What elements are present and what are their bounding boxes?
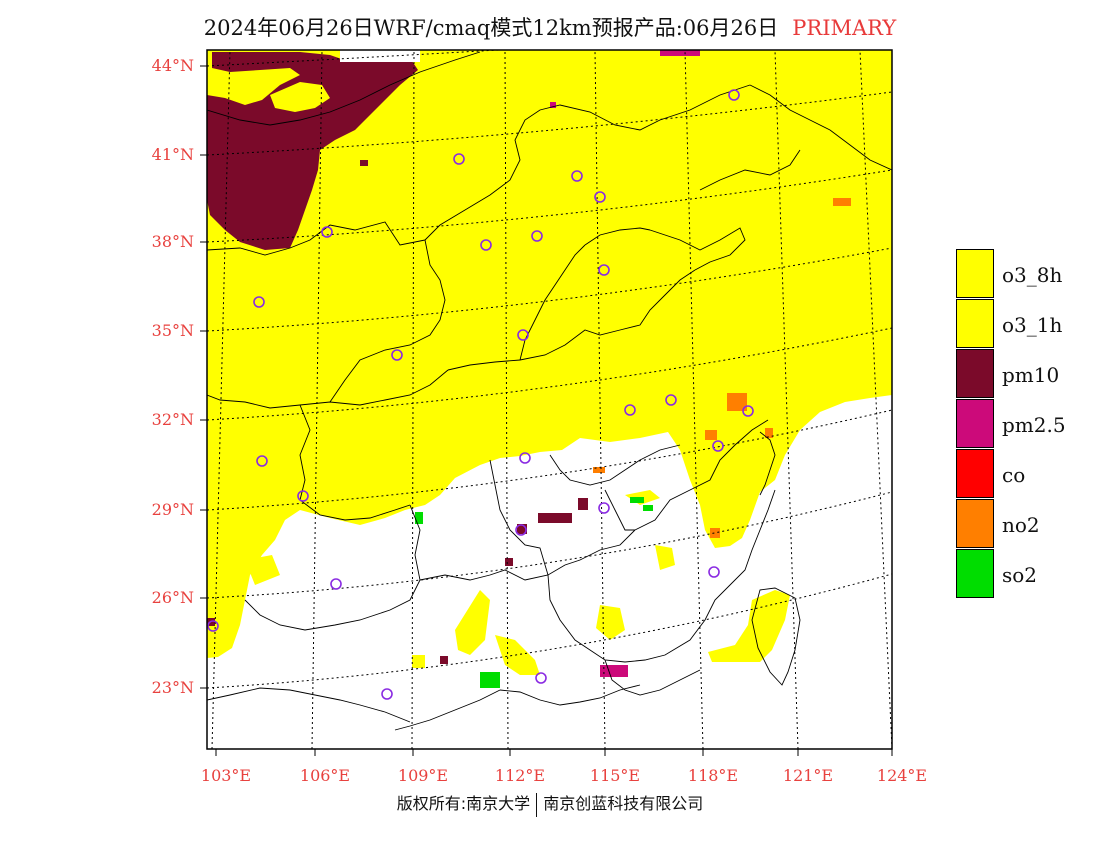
station-marker xyxy=(728,89,740,101)
pm10-patch xyxy=(578,498,588,510)
pm25-patch xyxy=(550,102,556,108)
pm10-region xyxy=(207,52,418,250)
ozone-patch xyxy=(412,655,425,668)
so2-patch xyxy=(480,672,500,688)
lon-label-109: 109°E xyxy=(397,766,449,785)
no2-patch xyxy=(705,430,717,440)
pm10-patch xyxy=(505,558,513,566)
legend-label: no2 xyxy=(1002,513,1040,537)
station-marker xyxy=(381,688,393,700)
station-marker xyxy=(256,455,268,467)
station-marker xyxy=(598,264,610,276)
lat-label-35: 35°N xyxy=(151,321,194,340)
copyright-footer: 版权所有:南京大学 南京创蓝科技有限公司 xyxy=(0,790,1100,817)
map-title: 2024年06月26日WRF/cmaq模式12km预报产品:06月26日 PRIM… xyxy=(0,12,1100,42)
legend-swatch xyxy=(956,449,994,498)
ozone-patch xyxy=(245,555,280,585)
station-marker xyxy=(391,349,403,361)
station-marker xyxy=(708,566,720,578)
legend-swatch xyxy=(956,399,994,448)
no2-patch xyxy=(727,393,747,411)
station-marker xyxy=(535,672,547,684)
legend-label: pm2.5 xyxy=(1002,413,1066,437)
no2-patch xyxy=(765,428,773,438)
so2-patch xyxy=(415,512,423,524)
pm10-patch xyxy=(360,160,368,166)
station-marker xyxy=(480,239,492,251)
pm10-patch xyxy=(440,656,448,664)
lon-label-103: 103°E xyxy=(200,766,252,785)
copyright-owner: 版权所有:南京大学 xyxy=(396,794,531,813)
station-marker xyxy=(297,490,309,502)
boundaries xyxy=(207,51,892,731)
lat-label-38: 38°N xyxy=(151,232,194,251)
ozone-patch xyxy=(655,545,675,570)
station-marker xyxy=(624,404,636,416)
legend-label: o3_8h xyxy=(1002,263,1063,287)
pm25-patch xyxy=(660,50,700,56)
station-marker xyxy=(665,394,677,406)
ozone-patch xyxy=(712,505,735,530)
legend-swatch xyxy=(956,499,994,548)
lon-label-124: 124°E xyxy=(876,766,928,785)
station-marker xyxy=(712,440,724,452)
ozone-patch xyxy=(708,590,790,662)
copyright-company: 南京创蓝科技有限公司 xyxy=(543,794,704,813)
no2-patch xyxy=(593,467,605,473)
no2-patch xyxy=(833,198,851,206)
station-marker xyxy=(571,170,583,182)
legend-swatch xyxy=(956,249,994,298)
station-marker xyxy=(531,230,543,242)
station-marker xyxy=(253,296,265,308)
legend-label: pm10 xyxy=(1002,363,1060,387)
station-markers xyxy=(207,89,754,700)
station-marker xyxy=(453,153,465,165)
lat-label-26: 26°N xyxy=(151,588,194,607)
legend-label: o3_1h xyxy=(1002,313,1063,337)
longitude-gridlines xyxy=(211,50,892,749)
lat-label-23: 23°N xyxy=(151,678,194,697)
station-marker xyxy=(517,329,529,341)
title-text: 2024年06月26日WRF/cmaq模式12km预报产品:06月26日 xyxy=(203,16,779,40)
map-content xyxy=(207,50,892,749)
station-marker xyxy=(594,191,606,203)
ozone-inset-region xyxy=(270,82,330,112)
station-marker xyxy=(515,524,527,536)
pm10-patch xyxy=(538,513,572,523)
lon-label-118: 118°E xyxy=(687,766,739,785)
station-marker xyxy=(598,502,610,514)
map-frame xyxy=(206,49,893,750)
legend-swatch xyxy=(956,349,994,398)
pm25-patch xyxy=(600,665,628,677)
legend-label: co xyxy=(1002,463,1026,487)
axis-ticks xyxy=(200,65,893,756)
lat-label-44: 44°N xyxy=(151,56,194,75)
ozone-patch xyxy=(455,590,490,655)
station-marker xyxy=(519,452,531,464)
station-marker xyxy=(742,405,754,417)
so2-patch xyxy=(643,505,653,511)
pm10-patch xyxy=(517,524,527,534)
lon-label-112: 112°E xyxy=(494,766,546,785)
primary-tag: PRIMARY xyxy=(792,16,897,40)
lon-label-115: 115°E xyxy=(589,766,641,785)
lon-label-121: 121°E xyxy=(782,766,834,785)
footer-divider xyxy=(536,792,538,817)
station-marker xyxy=(330,578,342,590)
lon-label-106: 106°E xyxy=(299,766,351,785)
legend-swatch xyxy=(956,549,994,598)
lat-label-41: 41°N xyxy=(151,145,194,164)
ozone-patch xyxy=(495,635,540,675)
no2-patch xyxy=(710,528,720,538)
no-data-gap xyxy=(340,50,420,62)
legend-label: so2 xyxy=(1002,563,1038,587)
station-marker xyxy=(321,226,333,238)
so2-patch xyxy=(630,497,644,503)
legend-swatch xyxy=(956,299,994,348)
lat-label-29: 29°N xyxy=(151,500,194,519)
ozone-region xyxy=(207,50,892,658)
lat-label-32: 32°N xyxy=(151,410,194,429)
station-marker xyxy=(207,620,219,632)
